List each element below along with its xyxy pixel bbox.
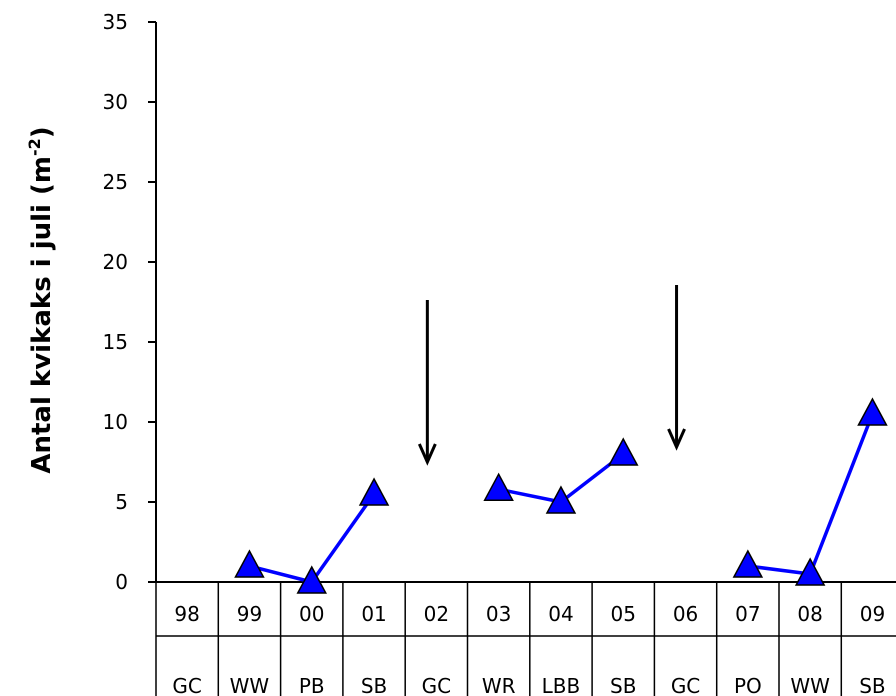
y-tick-label: 10 [103, 410, 128, 434]
data-point-09 [857, 397, 888, 426]
crop-label: GC [422, 674, 451, 696]
y-tick-label: 15 [103, 330, 128, 354]
data-point-03 [483, 472, 514, 501]
y-tick-label: 5 [115, 490, 128, 514]
data-point-08 [794, 557, 826, 586]
x-tick-label: 02 [424, 602, 449, 626]
x-tick-label: 03 [486, 602, 511, 626]
category-table: 98 99 00 01 02 03 04 05 06 07 08 09 GC WW PB SB GC WR LBB S… [155, 581, 896, 696]
data-point-00 [296, 565, 328, 594]
crop-label: WW [790, 674, 830, 696]
crop-label: WR [482, 674, 516, 696]
arrow-head [667, 428, 686, 451]
x-tick-label: 07 [735, 602, 760, 626]
crop-label: PO [734, 674, 762, 696]
crop-label: GC [172, 674, 201, 696]
x-tick-label: 98 [174, 602, 199, 626]
data-point-99 [234, 549, 265, 578]
data-point-05 [607, 437, 639, 466]
y-tick-label: 25 [103, 170, 128, 194]
x-tick-label: 08 [797, 602, 822, 626]
series-line-segment [747, 564, 811, 576]
series-line-segment [498, 487, 562, 504]
crop-label: SB [859, 674, 885, 696]
x-tick-label: 04 [548, 602, 573, 626]
y-axis: 0 5 10 15 20 25 30 35 [103, 10, 157, 594]
x-tick-label: 00 [299, 602, 324, 626]
series-line-segment [310, 492, 376, 584]
y-tick-label: 0 [115, 570, 128, 594]
y-tick-label: 30 [103, 90, 128, 114]
crop-label: SB [361, 674, 387, 696]
crop-label: PB [299, 674, 325, 696]
y-tick-label: 20 [103, 250, 128, 274]
series-line-segment [249, 564, 313, 584]
crop-label: GC [671, 674, 700, 696]
crop-label: SB [610, 674, 636, 696]
y-tick-label: 35 [103, 10, 128, 34]
y-axis-label: Antal kvikaks i juli (m-2) [25, 126, 57, 473]
data-point-07 [732, 549, 764, 578]
data-point-01 [358, 477, 390, 506]
crop-label: LBB [542, 674, 581, 696]
x-tick-label: 99 [237, 602, 262, 626]
x-tick-label: 01 [361, 602, 386, 626]
x-tick-label: 05 [611, 602, 636, 626]
arrow-head [417, 443, 437, 466]
x-tick-label: 06 [673, 602, 698, 626]
series-line-segment [808, 413, 875, 575]
series-layer [234, 397, 888, 594]
data-point-04 [545, 485, 577, 514]
annotation-arrows [417, 285, 686, 466]
crop-label: WW [230, 674, 270, 696]
x-tick-label: 09 [860, 602, 885, 626]
